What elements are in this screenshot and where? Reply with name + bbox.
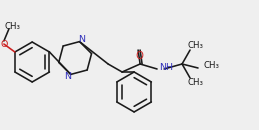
Text: CH₃: CH₃	[187, 79, 203, 87]
Text: O: O	[0, 40, 8, 48]
Text: CH₃: CH₃	[5, 22, 21, 31]
Text: CH₃: CH₃	[187, 41, 203, 50]
Text: NH: NH	[159, 63, 173, 73]
Text: N: N	[78, 35, 85, 44]
Text: N: N	[64, 72, 71, 81]
Text: O: O	[135, 51, 143, 61]
Text: CH₃: CH₃	[203, 61, 219, 70]
